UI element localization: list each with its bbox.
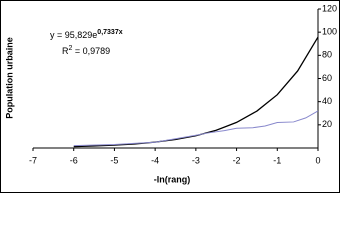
x-axis-label: -ln(rang) <box>154 174 191 184</box>
x-tick-label: -5 <box>110 155 118 165</box>
y-tick-label: 20 <box>322 119 332 129</box>
x-tick-label: -6 <box>70 155 78 165</box>
chart-border <box>0 0 340 193</box>
y-tick-label: 60 <box>322 73 332 83</box>
x-tick-label: -1 <box>273 155 281 165</box>
x-tick-label: -2 <box>233 155 241 165</box>
r-squared: R2 = 0,9789 <box>62 45 110 57</box>
y-tick-label: 120 <box>322 3 337 13</box>
x-tick-label: -3 <box>192 155 200 165</box>
series-line <box>73 110 319 147</box>
y-axis-label: Population urbaine <box>4 37 14 119</box>
x-tick-label: -4 <box>151 155 159 165</box>
x-tick-label: -7 <box>29 155 37 165</box>
x-tick-label: 0 <box>315 155 320 165</box>
y-tick-label: 40 <box>322 96 332 106</box>
chart: y = 95,829e0,7337x R2 = 0,9789 Populatio… <box>0 0 340 193</box>
y-tick-label: 100 <box>322 27 337 37</box>
equation: y = 95,829e0,7337x <box>50 29 123 41</box>
y-tick-label: 80 <box>322 50 332 60</box>
